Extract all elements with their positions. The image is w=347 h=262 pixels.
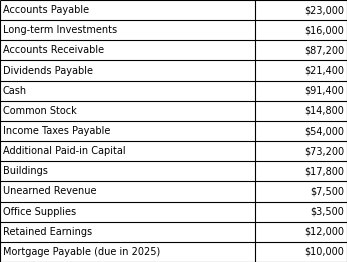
Text: Cash: Cash (3, 86, 27, 96)
Text: $12,000: $12,000 (304, 227, 344, 237)
Text: Additional Paid-in Capital: Additional Paid-in Capital (3, 146, 126, 156)
Text: Unearned Revenue: Unearned Revenue (3, 187, 96, 196)
Text: Long-term Investments: Long-term Investments (3, 25, 117, 35)
Text: Mortgage Payable (due in 2025): Mortgage Payable (due in 2025) (3, 247, 160, 257)
Text: $73,200: $73,200 (304, 146, 344, 156)
Text: $7,500: $7,500 (310, 187, 344, 196)
Text: Dividends Payable: Dividends Payable (3, 66, 93, 75)
Text: Accounts Receivable: Accounts Receivable (3, 45, 104, 55)
Text: $16,000: $16,000 (304, 25, 344, 35)
Text: $54,000: $54,000 (304, 126, 344, 136)
Text: Buildings: Buildings (3, 166, 48, 176)
Text: Retained Earnings: Retained Earnings (3, 227, 92, 237)
Text: $91,400: $91,400 (304, 86, 344, 96)
Text: $14,800: $14,800 (304, 106, 344, 116)
Text: $10,000: $10,000 (304, 247, 344, 257)
Text: Office Supplies: Office Supplies (3, 207, 76, 217)
Text: Common Stock: Common Stock (3, 106, 77, 116)
Text: Accounts Payable: Accounts Payable (3, 5, 89, 15)
Text: $3,500: $3,500 (310, 207, 344, 217)
Text: $17,800: $17,800 (304, 166, 344, 176)
Text: $21,400: $21,400 (304, 66, 344, 75)
Text: $87,200: $87,200 (304, 45, 344, 55)
Text: Income Taxes Payable: Income Taxes Payable (3, 126, 110, 136)
Text: $23,000: $23,000 (304, 5, 344, 15)
